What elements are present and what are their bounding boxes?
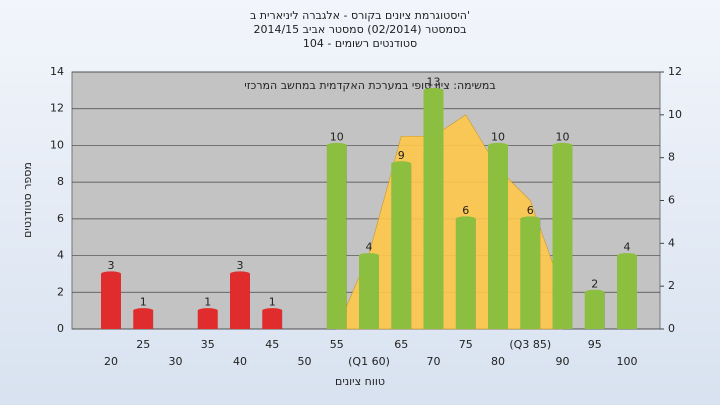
y-tick-label: 10 — [50, 138, 64, 151]
bar — [133, 310, 154, 329]
chart-subtitle: סטודנטים רשומים - 104 — [303, 37, 417, 50]
bar — [230, 273, 250, 329]
bar-top — [359, 253, 379, 259]
value-label: 1 — [204, 296, 211, 309]
bar — [359, 255, 379, 329]
value-label: 2 — [591, 277, 598, 290]
y-tick-label: 12 — [50, 102, 64, 115]
y2-tick-label: 0 — [668, 322, 675, 335]
y-tick-label: 0 — [57, 322, 64, 335]
y2-tick-label: 4 — [668, 236, 675, 249]
bar — [197, 310, 218, 329]
y-tick-label: 8 — [57, 175, 64, 188]
y-axis-label: מספר סטודנטים — [21, 162, 34, 238]
x-tick-label: 30 — [169, 355, 183, 368]
value-label: 9 — [398, 149, 405, 162]
x-tick-label: 75 — [459, 338, 473, 351]
y-tick-label: 6 — [57, 212, 64, 225]
x-tick-label: 55 — [330, 338, 344, 351]
x-tick-label: 65 — [394, 338, 408, 351]
annotation: במשימה: ציון סופי במערכת האקדמית במחשב ה… — [244, 79, 495, 92]
x-tick-label: 20 — [104, 355, 118, 368]
bar — [101, 273, 121, 329]
x-tick-label: 100 — [617, 355, 638, 368]
bar — [488, 145, 508, 329]
value-label: 3 — [108, 259, 115, 272]
bar-top — [552, 142, 573, 148]
x-tick-label: (Q1 60) — [348, 355, 390, 368]
bar-top — [101, 271, 121, 277]
bar — [552, 145, 573, 329]
bar — [326, 145, 347, 329]
y-tick-label: 4 — [57, 249, 64, 262]
bar-top — [617, 253, 637, 259]
bar — [520, 218, 541, 329]
x-tick-label: 35 — [201, 338, 215, 351]
value-label: 1 — [269, 296, 276, 309]
bar — [423, 90, 444, 329]
x-tick-label: 80 — [491, 355, 505, 368]
value-label: 1 — [140, 296, 147, 309]
x-tick-label: 45 — [265, 338, 279, 351]
value-label: 13 — [427, 75, 441, 88]
bar-top — [262, 308, 283, 314]
chart-title: היסטוגרמת ציונים בקורס - אלגברה ליניארית… — [250, 9, 470, 22]
x-tick-label: 90 — [556, 355, 570, 368]
y2-tick-label: 10 — [668, 108, 682, 121]
bar — [391, 163, 412, 329]
bar — [584, 292, 605, 329]
value-label: 4 — [366, 241, 373, 254]
x-tick-label: 95 — [588, 338, 602, 351]
bar-top — [520, 216, 541, 222]
y2-tick-label: 12 — [668, 65, 682, 78]
x-tick-label: (Q3 85) — [509, 338, 551, 351]
bar-top — [488, 142, 508, 148]
bar-top — [133, 308, 154, 314]
y2-tick-label: 6 — [668, 194, 675, 207]
bar-top — [230, 271, 250, 277]
value-label: 6 — [462, 204, 469, 217]
bar — [455, 218, 476, 329]
value-label: 10 — [556, 130, 570, 143]
x-tick-label: 50 — [298, 355, 312, 368]
y2-tick-label: 2 — [668, 279, 675, 292]
bar — [262, 310, 283, 329]
bar-top — [391, 161, 412, 167]
value-label: 3 — [237, 259, 244, 272]
y-tick-label: 2 — [57, 285, 64, 298]
value-label: 4 — [624, 241, 631, 254]
y2-tick-label: 8 — [668, 151, 675, 164]
bar-top — [584, 289, 605, 295]
bar-top — [423, 87, 444, 93]
y-tick-label: 14 — [50, 65, 64, 78]
x-tick-label: 25 — [136, 338, 150, 351]
bar-top — [455, 216, 476, 222]
value-label: 10 — [491, 130, 505, 143]
x-tick-label: 40 — [233, 355, 247, 368]
bar — [617, 255, 637, 329]
bar-top — [197, 308, 218, 314]
value-label: 10 — [330, 130, 344, 143]
x-axis-label: טווח ציונים — [335, 375, 385, 388]
chart-subtitle: בסמסטר (02/2014) סמסטר אביב 2014/15 — [253, 23, 466, 36]
x-tick-label: 70 — [427, 355, 441, 368]
value-label: 6 — [527, 204, 534, 217]
bar-top — [326, 142, 347, 148]
